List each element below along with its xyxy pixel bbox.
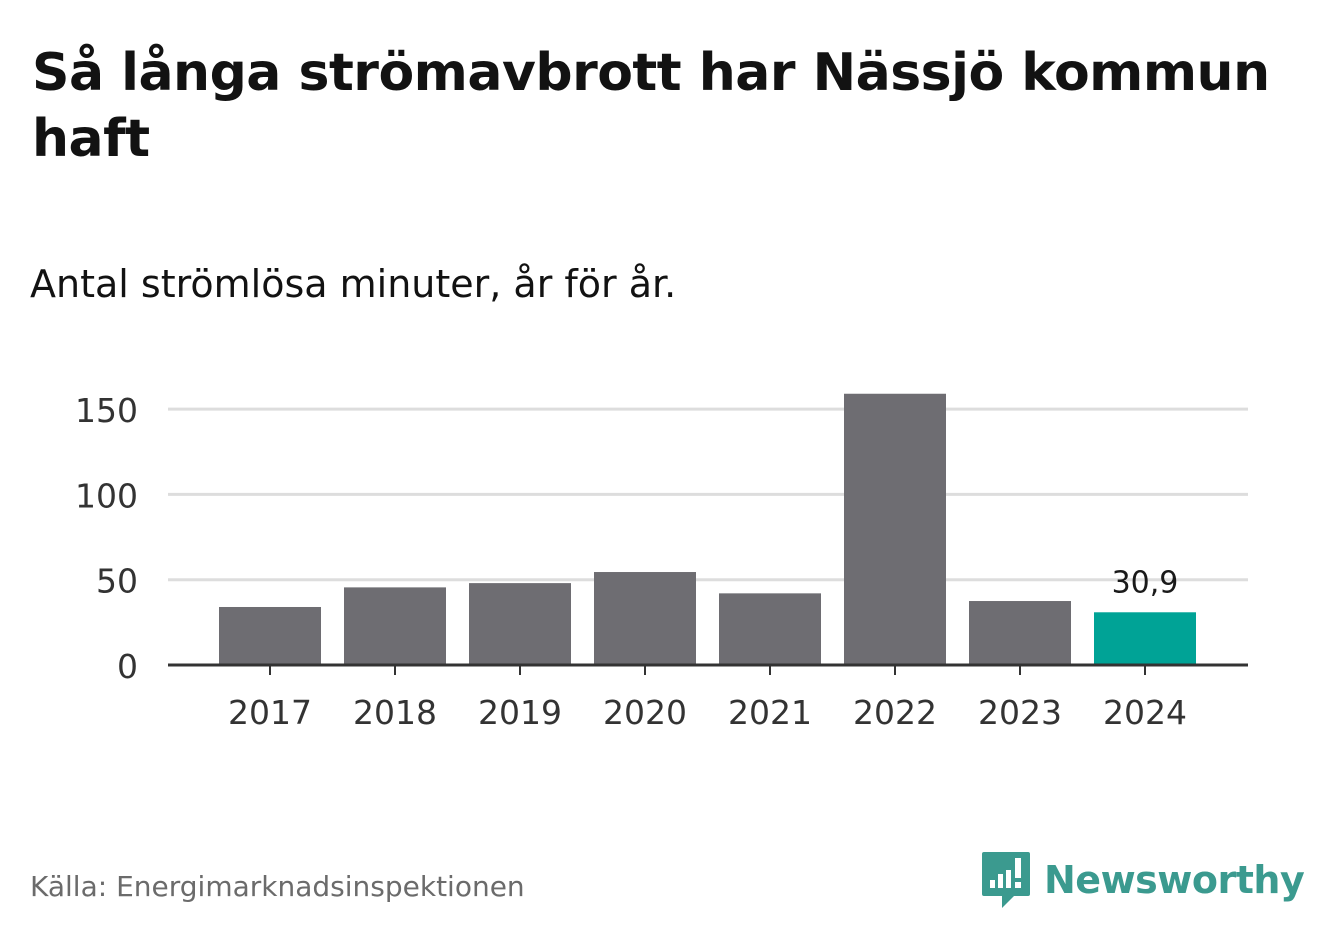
x-tick-label-2023: 2023 [978,693,1062,732]
bar-2021 [719,593,821,665]
value-label-2024: 30,9 [1112,565,1179,600]
bar-2022 [844,393,946,665]
x-tick-label-2017: 2017 [228,693,312,732]
x-tick-label-2022: 2022 [853,693,937,732]
chart-title: Så långa strömavbrott har Nässjö kommun … [32,43,1270,169]
y-tick-label-0: 0 [117,647,138,686]
x-tick-label-2021: 2021 [728,693,812,732]
bar-2019 [469,583,571,665]
bar-2018 [344,587,446,665]
brand-logo: Newsworthy [980,850,1305,910]
y-tick-label-150: 150 [75,391,138,430]
y-tick-label-50: 50 [96,562,138,601]
x-tick-label-2018: 2018 [353,693,437,732]
bar-2017 [219,606,321,665]
bar-2020 [594,572,696,665]
source-note: Källa: Energimarknadsinspektionen [30,870,525,903]
chart-subtitle: Antal strömlösa minuter, år för år. [30,262,677,306]
newsworthy-logo-icon [982,852,1030,908]
brand-name: Newsworthy [1044,858,1305,902]
bar-2023 [969,601,1071,665]
y-tick-label-100: 100 [75,476,138,515]
bar-2024 [1094,612,1196,665]
x-tick-label-2020: 2020 [603,693,687,732]
x-tick-label-2024: 2024 [1103,693,1187,732]
x-tick-label-2019: 2019 [478,693,562,732]
